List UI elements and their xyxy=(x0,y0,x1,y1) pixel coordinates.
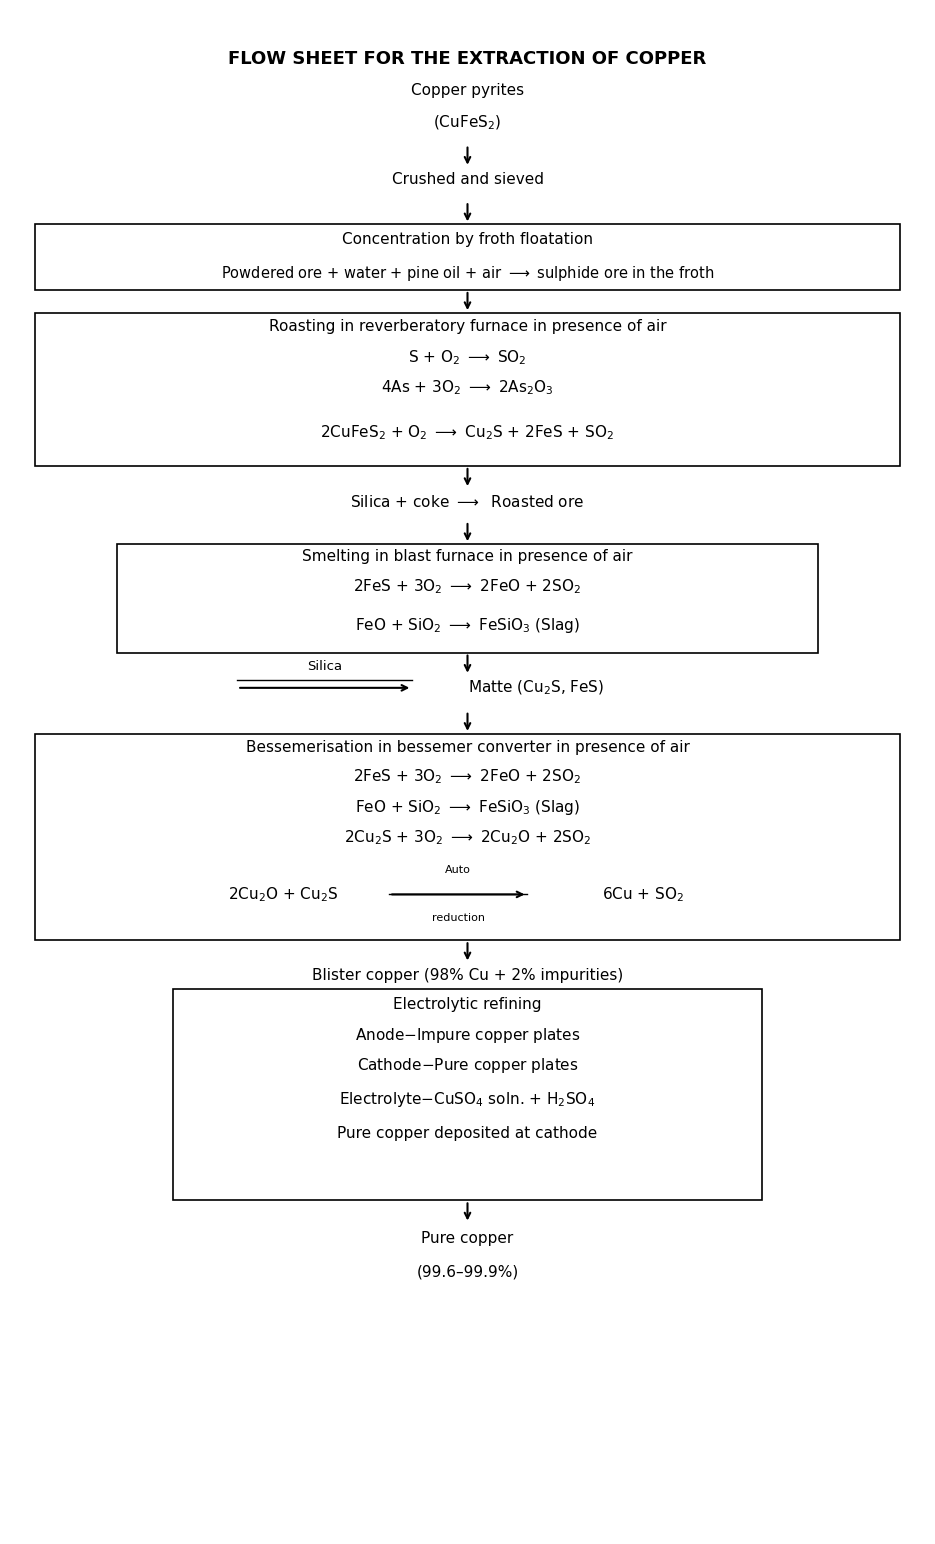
FancyBboxPatch shape xyxy=(173,990,762,1200)
Text: Roasting in reverberatory furnace in presence of air: Roasting in reverberatory furnace in pre… xyxy=(268,320,667,334)
Text: Silica: Silica xyxy=(308,659,342,673)
Text: Pure copper deposited at cathode: Pure copper deposited at cathode xyxy=(338,1126,597,1141)
Text: Matte (Cu$_2$S, FeS): Matte (Cu$_2$S, FeS) xyxy=(468,679,604,696)
Text: Electrolytic refining: Electrolytic refining xyxy=(394,997,541,1011)
FancyBboxPatch shape xyxy=(35,224,900,290)
Text: 6Cu + SO$_2$: 6Cu + SO$_2$ xyxy=(601,885,683,903)
Text: Concentration by froth floatation: Concentration by froth floatation xyxy=(342,232,593,247)
Text: Smelting in blast furnace in presence of air: Smelting in blast furnace in presence of… xyxy=(302,548,633,564)
Text: FeO + SiO$_2$ $\longrightarrow$ FeSiO$_3$ (Slag): FeO + SiO$_2$ $\longrightarrow$ FeSiO$_3… xyxy=(355,616,580,635)
Text: Electrolyte$-$CuSO$_4$ soln. + H$_2$SO$_4$: Electrolyte$-$CuSO$_4$ soln. + H$_2$SO$_… xyxy=(339,1090,596,1109)
Text: Anode$-$Impure copper plates: Anode$-$Impure copper plates xyxy=(354,1025,581,1045)
Text: Copper pyrites: Copper pyrites xyxy=(411,83,524,99)
Text: Blister copper (98% Cu + 2% impurities): Blister copper (98% Cu + 2% impurities) xyxy=(312,968,623,984)
Text: 2Cu$_2$S + 3O$_2$ $\longrightarrow$ 2Cu$_2$O + 2SO$_2$: 2Cu$_2$S + 3O$_2$ $\longrightarrow$ 2Cu$… xyxy=(344,829,591,848)
Text: FLOW SHEET FOR THE EXTRACTION OF COPPER: FLOW SHEET FOR THE EXTRACTION OF COPPER xyxy=(228,49,707,68)
Text: 2Cu$_2$O + Cu$_2$S: 2Cu$_2$O + Cu$_2$S xyxy=(228,885,338,903)
FancyBboxPatch shape xyxy=(35,313,900,466)
Text: FeO + SiO$_2$ $\longrightarrow$ FeSiO$_3$ (Slag): FeO + SiO$_2$ $\longrightarrow$ FeSiO$_3… xyxy=(355,798,580,817)
Text: Powdered ore + water + pine oil + air $\longrightarrow$ sulphide ore in the frot: Powdered ore + water + pine oil + air $\… xyxy=(221,264,714,283)
Text: reduction: reduction xyxy=(432,913,484,923)
FancyBboxPatch shape xyxy=(35,733,900,940)
Text: Bessemerisation in bessemer converter in presence of air: Bessemerisation in bessemer converter in… xyxy=(246,740,689,755)
Text: 4As + 3O$_2$ $\longrightarrow$ 2As$_2$O$_3$: 4As + 3O$_2$ $\longrightarrow$ 2As$_2$O$… xyxy=(381,378,554,397)
Text: (99.6–99.9%): (99.6–99.9%) xyxy=(416,1265,519,1280)
Text: Cathode$-$Pure copper plates: Cathode$-$Pure copper plates xyxy=(357,1056,578,1075)
Text: Auto: Auto xyxy=(445,865,471,874)
Text: Silica + coke $\longrightarrow$  Roasted ore: Silica + coke $\longrightarrow$ Roasted … xyxy=(351,494,584,510)
Text: S + O$_2$ $\longrightarrow$ SO$_2$: S + O$_2$ $\longrightarrow$ SO$_2$ xyxy=(409,347,526,366)
Text: 2CuFeS$_2$ + O$_2$ $\longrightarrow$ Cu$_2$S + 2FeS + SO$_2$: 2CuFeS$_2$ + O$_2$ $\longrightarrow$ Cu$… xyxy=(321,423,614,442)
FancyBboxPatch shape xyxy=(118,543,817,653)
Text: Pure copper: Pure copper xyxy=(422,1231,513,1246)
Text: Crushed and sieved: Crushed and sieved xyxy=(392,173,543,187)
Text: 2FeS + 3O$_2$ $\longrightarrow$ 2FeO + 2SO$_2$: 2FeS + 3O$_2$ $\longrightarrow$ 2FeO + 2… xyxy=(353,577,582,596)
Text: 2FeS + 3O$_2$ $\longrightarrow$ 2FeO + 2SO$_2$: 2FeS + 3O$_2$ $\longrightarrow$ 2FeO + 2… xyxy=(353,767,582,786)
Text: (CuFeS$_2$): (CuFeS$_2$) xyxy=(434,114,501,133)
